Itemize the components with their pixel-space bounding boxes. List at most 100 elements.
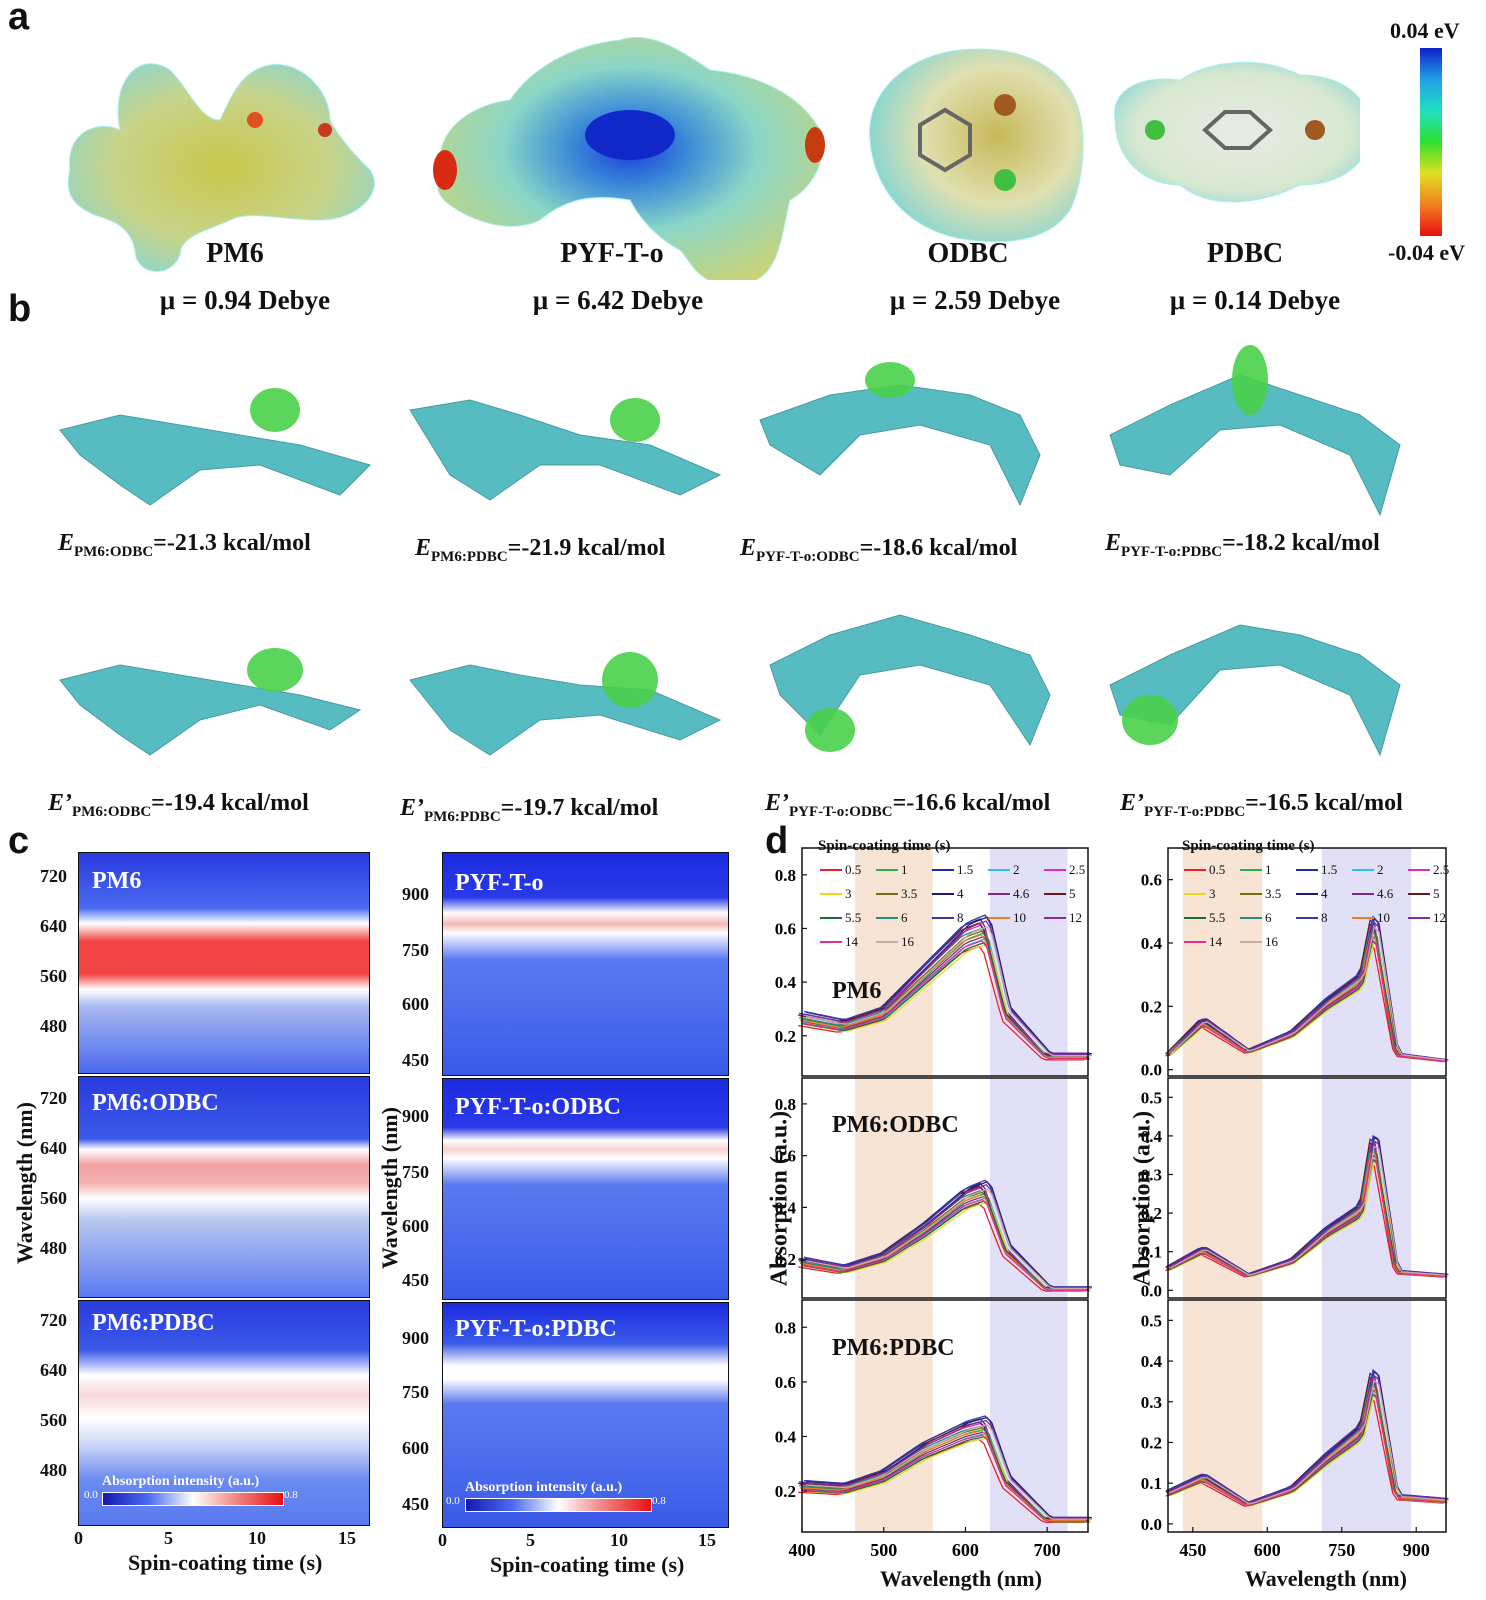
plot-frame — [1167, 1299, 1447, 1533]
y-tick-label: 0.6 — [775, 1373, 796, 1392]
spectrum-curve — [805, 1181, 1092, 1288]
y-tick-label: 0.8 — [775, 1095, 796, 1114]
legend-label: 6 — [1265, 910, 1272, 925]
legend-label: 4.6 — [1013, 886, 1030, 901]
x-tick-label: 700 — [1034, 1540, 1061, 1560]
spectrum-title: PM6 — [832, 978, 882, 1004]
colorbar-min: 0.0 — [446, 1495, 460, 1507]
legend-label: 3.5 — [901, 886, 918, 901]
absorption-spectra: 0.2 0.4 0.6 0.8 0.2 0.4 0.6 0.8 0.2 0.4 0.6 0.8 400 5… — [775, 847, 1449, 1560]
pdbc-bromine-atom — [1305, 120, 1325, 140]
y-tick: 900 — [402, 884, 429, 904]
pyft-negative-end-left — [433, 150, 457, 190]
x-tick: 0 — [438, 1530, 447, 1550]
spectrum-title: PM6:ODBC — [832, 1112, 959, 1138]
legend-item: 0.5 — [820, 862, 876, 878]
legend-item: 1.5 — [932, 862, 988, 878]
legend-label: 3 — [1209, 886, 1216, 901]
pyft-positive-core — [585, 110, 675, 160]
y-tick-label: 0.6 — [775, 1147, 796, 1166]
pdbc-chlorine-atom — [1145, 120, 1165, 140]
legend-swatch — [876, 869, 898, 871]
y-tick: 640 — [40, 916, 67, 936]
plot-frame — [801, 847, 1089, 1077]
x-axis-title: Wavelength (nm) — [880, 1566, 1042, 1591]
nci-surface — [247, 648, 303, 692]
spectrum-curve — [1170, 1379, 1449, 1505]
legend-swatch — [932, 869, 954, 871]
legend-title: Spin-coating time (s) — [818, 838, 951, 854]
y-tick: 720 — [40, 1310, 67, 1330]
legend-item: 8 — [1296, 910, 1352, 926]
legend-swatch — [1296, 917, 1318, 919]
y-tick: 480 — [40, 1460, 67, 1480]
molecule-name-pdbc: PDBC — [1206, 238, 1284, 269]
legend-label: 12 — [1433, 910, 1446, 925]
legend-item: 8 — [932, 910, 988, 926]
legend-label: 4.6 — [1377, 886, 1394, 901]
molecule-name-pyft: PYF-T-o — [560, 238, 664, 269]
legend-label: 5.5 — [845, 910, 862, 925]
legend-item: 2 — [988, 862, 1044, 878]
y-tick-label: 0.6 — [775, 919, 796, 938]
heatmap-title: PM6:ODBC — [92, 1090, 219, 1116]
odbc-esp-surface — [869, 48, 1084, 243]
plot-frame — [801, 1299, 1089, 1533]
y-tick-label: 0.4 — [1141, 1352, 1163, 1371]
binding-energy-4: EPYF-T-o:PDBC=-18.2 kcal/mol — [1105, 530, 1380, 560]
complex-pyft-odbc — [759, 384, 1041, 507]
legend-right: 0.5 1 1.5 2 2.5 3 3.5 4 4.6 5 5.5 6 8 10 12 14 16 — [1184, 858, 1474, 954]
heatmap-pyft-pdbc — [442, 1302, 729, 1528]
x-tick: 0 — [74, 1528, 83, 1548]
esp-colorbar-min: -0.04 eV — [1388, 240, 1465, 265]
legend-swatch — [1184, 869, 1206, 871]
legend-swatch — [988, 869, 1010, 871]
heatmap-pm6 — [78, 852, 370, 1074]
legend-item: 4.6 — [1352, 886, 1408, 902]
y-tick-label: 0.2 — [775, 1027, 796, 1046]
x-axis-title: Spin-coating time (s) — [128, 1550, 323, 1575]
legend-label: 14 — [1209, 934, 1222, 949]
legend-label: 4 — [957, 886, 964, 901]
x-tick: 10 — [610, 1530, 628, 1550]
legend-label: 2.5 — [1069, 862, 1086, 877]
y-axis-title: Wavelength (nm) — [12, 1102, 37, 1264]
spectrum-curve — [805, 926, 1092, 1057]
x-tick-label: 450 — [1179, 1540, 1206, 1560]
legend-item: 3.5 — [1240, 886, 1296, 902]
pdbc-ring — [1202, 110, 1273, 150]
y-tick-label: 0.1 — [1141, 1243, 1162, 1262]
colorbar-max: 0.8 — [652, 1495, 666, 1507]
binding-energy-2: EPM6:PDBC=-21.9 kcal/mol — [415, 535, 666, 565]
panel-label-d: d — [765, 820, 789, 862]
legend-item: 3.5 — [876, 886, 932, 902]
y-tick: 900 — [402, 1106, 429, 1126]
heatmap-title: PM6:PDBC — [92, 1310, 215, 1336]
legend-label: 2 — [1013, 862, 1020, 877]
band-orange — [855, 1300, 933, 1532]
legend-swatch — [1352, 917, 1374, 919]
x-tick-label: 500 — [870, 1540, 897, 1560]
y-tick-label: 0.0 — [1141, 1061, 1162, 1080]
x-tick: 15 — [698, 1530, 716, 1550]
y-tick-label: 0.5 — [1141, 1311, 1162, 1330]
legend-label: 10 — [1377, 910, 1390, 925]
binding-geometries — [59, 345, 1401, 757]
legend-item: 2 — [1352, 862, 1408, 878]
heatmap-pm6-odbc — [78, 1076, 370, 1298]
y-axis-title: Wavelength (nm) — [377, 1107, 402, 1269]
odbc-ring — [918, 107, 972, 173]
legend-swatch — [820, 917, 842, 919]
spectrum-curve — [802, 1435, 1089, 1523]
legend-label: 8 — [1321, 910, 1328, 925]
band-purple — [989, 1300, 1068, 1532]
x-tick: 5 — [526, 1530, 535, 1550]
legend-item: 5 — [1044, 886, 1100, 902]
legend-label: 5.5 — [1209, 910, 1226, 925]
plot-frame — [1167, 1077, 1447, 1299]
legend-swatch — [820, 893, 842, 895]
legend-swatch — [1044, 917, 1066, 919]
y-tick: 720 — [40, 866, 67, 886]
y-tick: 600 — [402, 1438, 429, 1458]
legend-swatch — [988, 893, 1010, 895]
